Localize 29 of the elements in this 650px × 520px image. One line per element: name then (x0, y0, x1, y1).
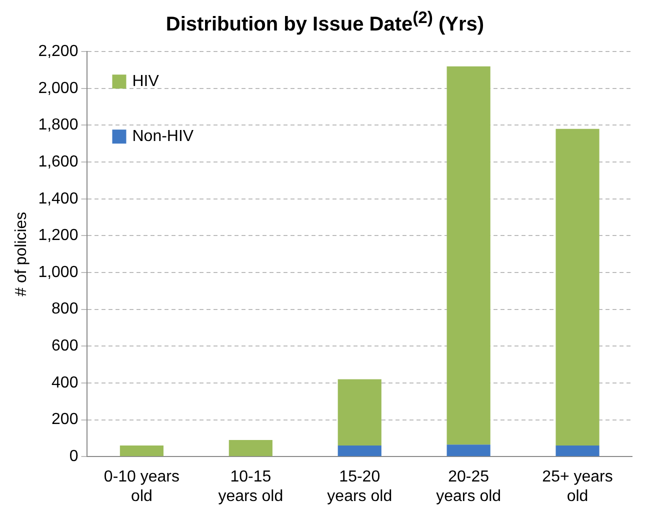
y-tick-label: 1,800 (38, 116, 78, 134)
bar (446, 444, 490, 456)
y-tick-label: 200 (52, 410, 78, 428)
x-tick-label: 20-25 years old (436, 468, 502, 504)
x-tick-label: 10-15 years old (218, 468, 284, 504)
y-tick-label: 1,000 (38, 264, 78, 281)
y-tick-label: 0 (69, 448, 78, 465)
y-tick-label: 600 (52, 337, 78, 354)
chart-title: Distribution by Issue Date$^{(2)}$ (Yrs) (164, 8, 486, 37)
bar (120, 445, 164, 456)
y-tick-label: 1,600 (38, 153, 78, 170)
y-tick-label: 1,400 (38, 190, 78, 207)
bar (338, 445, 382, 456)
y-tick-label: 1,200 (38, 226, 78, 244)
legend-label: Non-HIV (132, 128, 194, 145)
bar (228, 440, 272, 456)
x-tick-label: 0-10 years old (104, 468, 180, 504)
y-tick-label: 400 (52, 374, 78, 392)
bar (556, 445, 600, 456)
bar (338, 378, 382, 446)
bar (556, 128, 600, 446)
y-tick-label: 800 (52, 300, 78, 318)
y-tick-label: 2,200 (38, 42, 78, 60)
y-tick-label: 2,000 (38, 79, 78, 96)
x-tick-label: 15-20 years old (327, 468, 392, 504)
bar (446, 66, 490, 444)
y-axis-title: # of policies (13, 212, 30, 296)
x-tick-label: 25+ years old (542, 468, 613, 504)
legend-label: HIV (132, 72, 160, 90)
